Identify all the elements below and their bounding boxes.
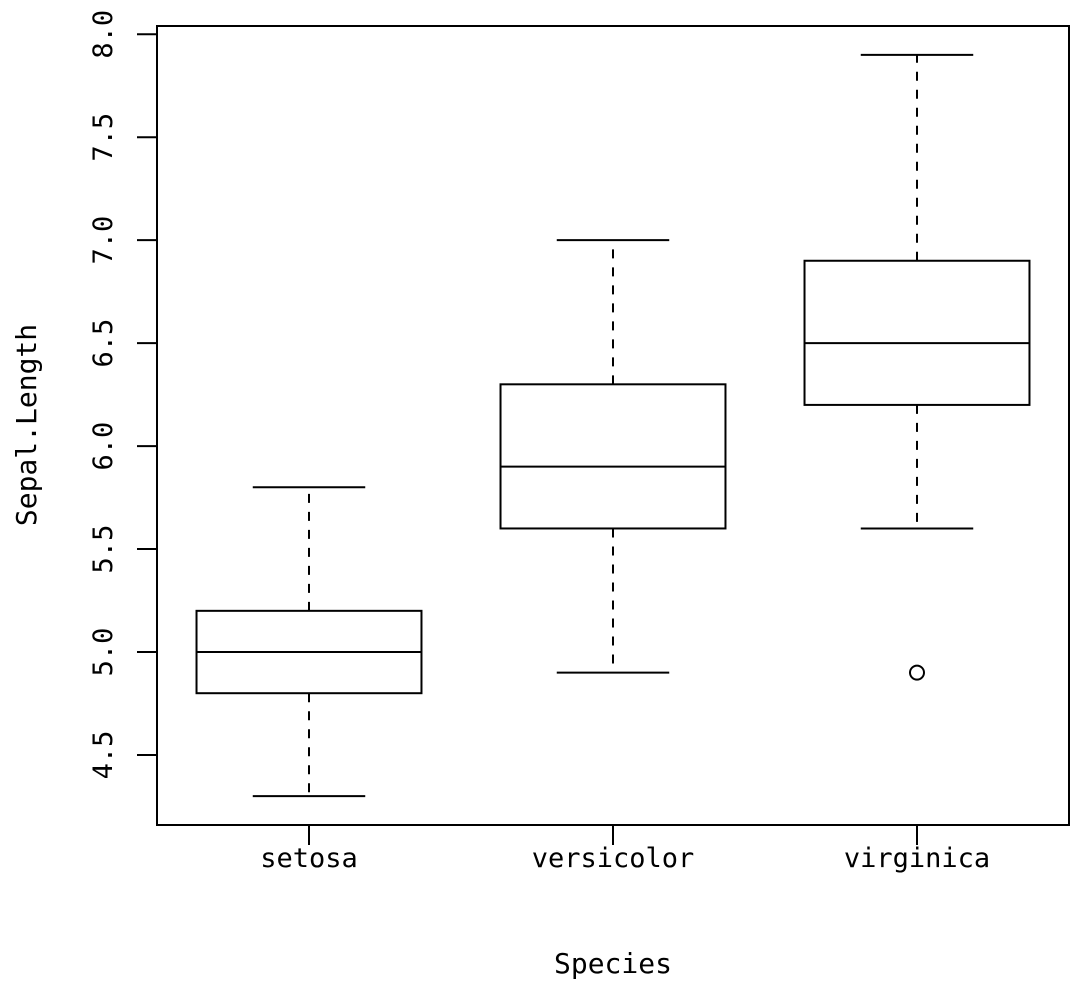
y-tick-label: 7.5 <box>88 113 119 162</box>
y-tick-label: 8.0 <box>88 10 119 59</box>
y-tick-label: 5.5 <box>88 525 119 574</box>
boxes-layer <box>195 53 1031 798</box>
x-tick-label: setosa <box>260 843 358 874</box>
y-tick-label: 7.0 <box>88 216 119 265</box>
y-tick-label: 6.0 <box>88 422 119 471</box>
x-tick-label: virginica <box>844 843 990 874</box>
x-tick-label: versicolor <box>532 843 695 874</box>
iqr-box <box>803 259 1031 406</box>
y-tick-label: 6.5 <box>88 319 119 368</box>
box-versicolor <box>499 239 727 674</box>
x-axis: setosa versicolor virginica <box>260 824 990 874</box>
box-virginica <box>803 53 1031 681</box>
iqr-box <box>499 383 727 530</box>
box-setosa <box>195 486 423 798</box>
x-axis-title: Species <box>554 947 672 980</box>
y-axis-title: Sepal.Length <box>10 324 43 526</box>
y-axis: 4.5 5.0 5.5 6.0 6.5 7.0 7.5 8.0 <box>88 10 158 780</box>
outlier-point <box>909 664 925 681</box>
y-tick-label: 4.5 <box>88 731 119 780</box>
y-tick-label: 5.0 <box>88 628 119 677</box>
